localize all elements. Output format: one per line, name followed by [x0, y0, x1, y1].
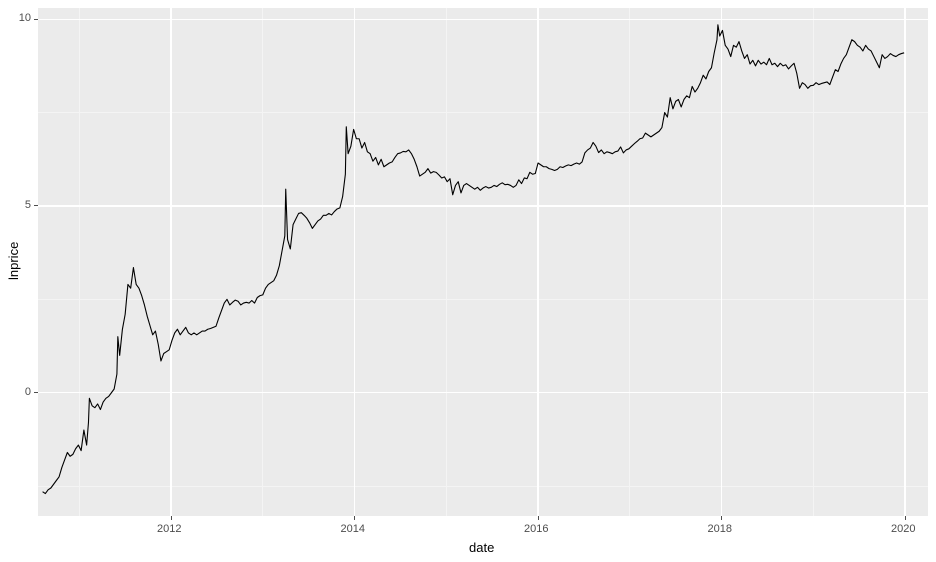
series-line — [0, 0, 936, 562]
line-chart: 051020122014201620182020datelnprice — [0, 0, 936, 562]
